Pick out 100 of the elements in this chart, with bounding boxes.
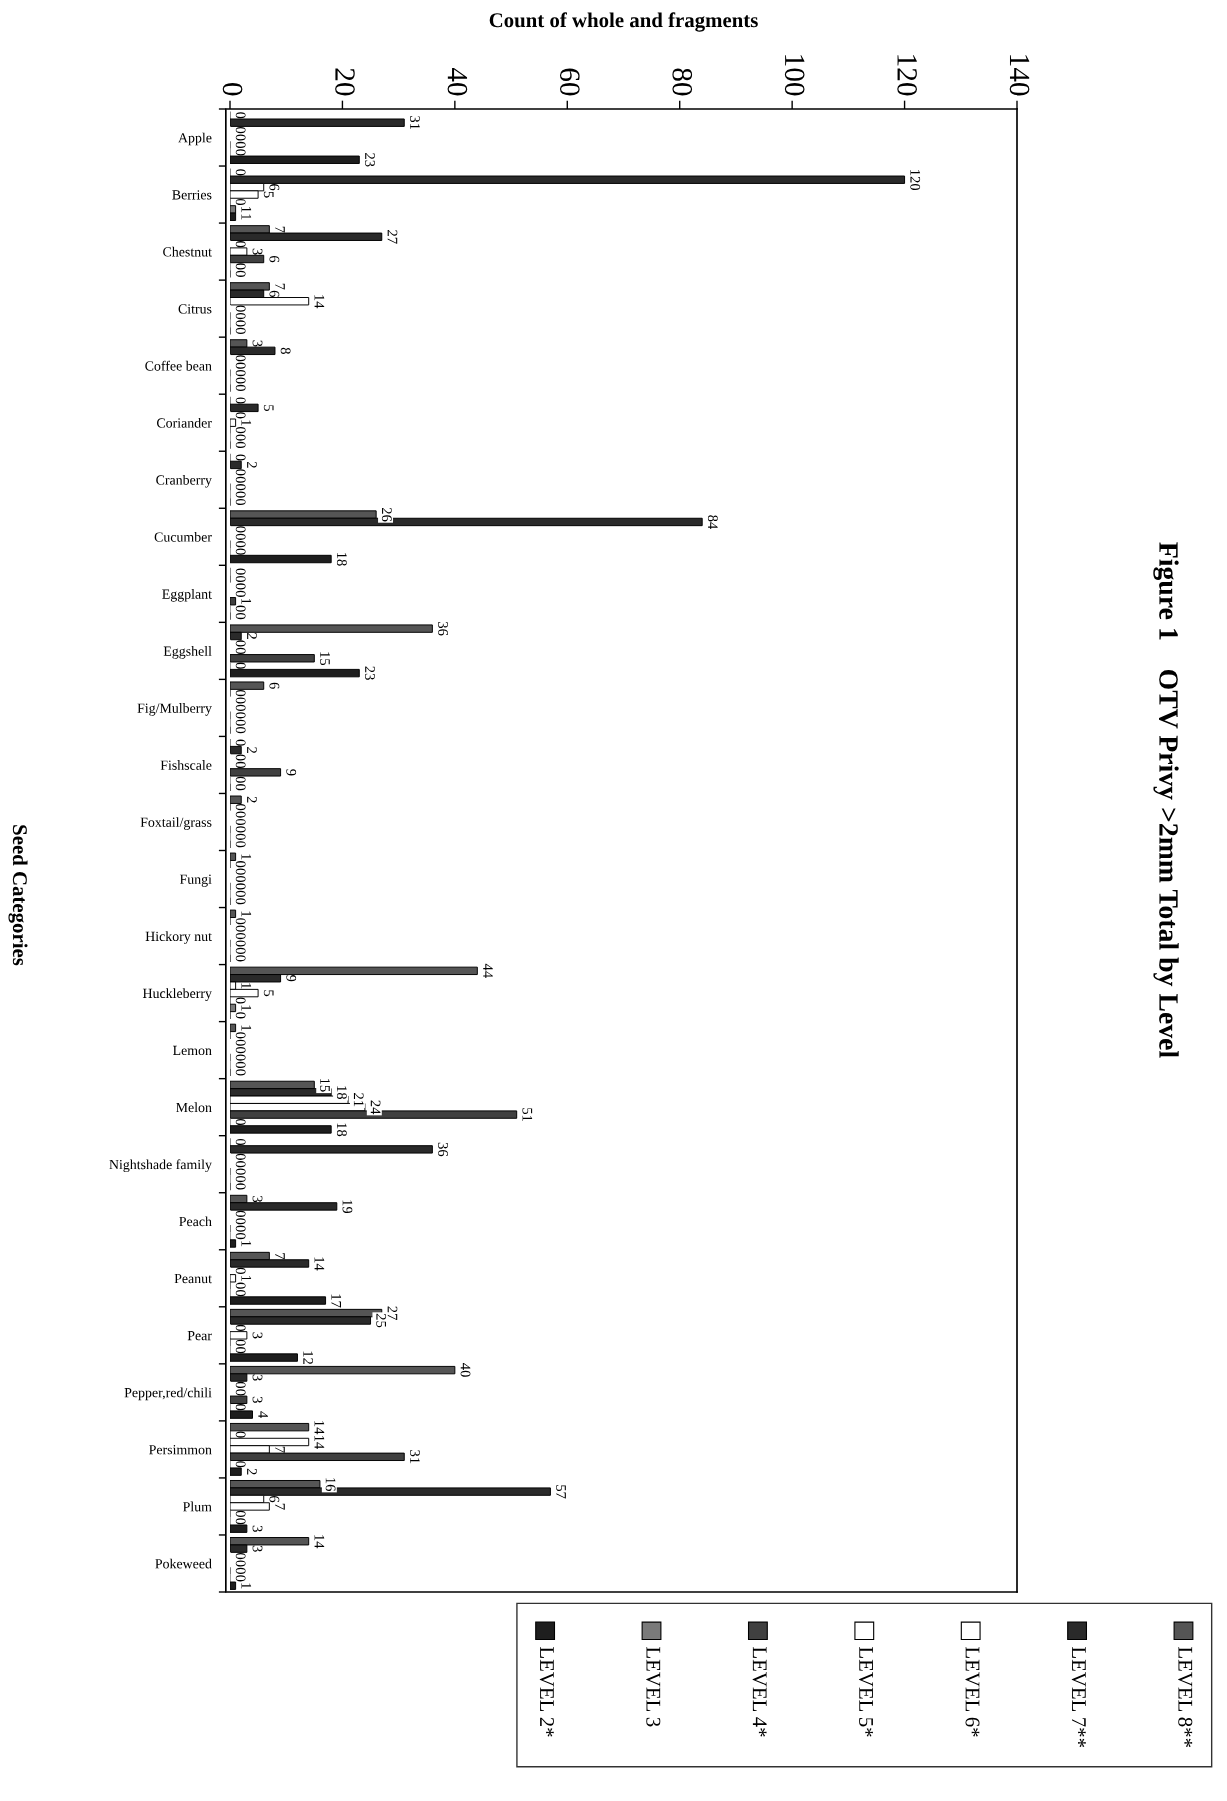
data-label: 19: [342, 1200, 353, 1214]
data-label: 7: [275, 1446, 285, 1453]
data-label: 26: [381, 507, 392, 522]
data-label: 0: [235, 1461, 246, 1468]
data-label: 0: [235, 1232, 246, 1240]
y-tick-label: Foxtail/grass: [140, 817, 212, 830]
data-label: 2: [247, 796, 257, 803]
data-label: 0: [235, 1575, 246, 1582]
data-label: 0: [235, 127, 246, 134]
data-label: 1: [241, 1025, 252, 1031]
data-label: 0: [235, 997, 246, 1004]
data-label: 0: [235, 198, 246, 206]
data-label: 0: [235, 647, 246, 654]
text: Figure 1 OTV Privy >2mm Total by Level: [1153, 542, 1179, 1058]
x-axis-title: Count of whole and fragments: [489, 12, 758, 32]
y-tick-label: Peach: [179, 1216, 212, 1227]
data-label: 14: [314, 295, 325, 309]
data-label: 2: [247, 461, 257, 468]
data-label: 0: [235, 441, 246, 449]
data-label: 0: [235, 533, 246, 540]
data-label: 57: [556, 1485, 566, 1499]
data-label: 0: [235, 1032, 246, 1039]
y-tick-label: Berries: [172, 190, 212, 200]
data-label: 44: [483, 963, 493, 978]
y-tick-label: Eggshell: [163, 646, 212, 659]
data-label: 0: [235, 754, 246, 761]
data-label: 0: [235, 940, 246, 947]
data-label: 0: [235, 263, 246, 270]
legend-label: LEVEL 8**: [1178, 1647, 1193, 1748]
data-label: 0: [235, 548, 246, 555]
data-label: 15: [320, 1078, 330, 1092]
data-label: 0: [235, 526, 246, 533]
data-label: 3: [252, 1196, 263, 1203]
data-label: 0: [235, 1168, 246, 1175]
data-label: 0: [235, 818, 246, 826]
data-label: 0: [235, 689, 246, 697]
data-label: 8: [280, 347, 291, 354]
x-tick-label: 100: [784, 55, 805, 96]
data-label: 1: [241, 1005, 252, 1011]
y-tick-label: Pokeweed: [155, 1558, 212, 1569]
data-label: 0: [235, 1282, 246, 1289]
y-tick-label: Lemon: [173, 1045, 212, 1056]
data-label: 12: [303, 1351, 313, 1365]
data-label: 0: [235, 1210, 246, 1217]
data-label: 0: [235, 761, 246, 769]
data-label: 0: [235, 1161, 246, 1168]
y-tick-label: Fig/Mulberry: [137, 703, 212, 716]
y-tick-label: Huckleberry: [142, 988, 212, 1001]
data-label: 0: [235, 384, 246, 392]
data-label: 1: [241, 983, 252, 989]
data-label: 0: [235, 377, 246, 384]
y-axis-title: Seed Categories: [8, 825, 28, 966]
data-label: 18: [336, 553, 347, 566]
data-label: 0: [235, 434, 246, 441]
data-label: 5: [263, 191, 274, 198]
x-tick-label: 140: [1009, 55, 1030, 96]
data-label: 0: [235, 1138, 246, 1146]
data-label: 0: [235, 776, 246, 783]
data-label: 5: [263, 990, 274, 997]
data-label: 0: [235, 112, 246, 119]
data-label: 7: [275, 1253, 285, 1260]
data-label: 0: [235, 454, 246, 461]
data-label: 0: [235, 312, 246, 320]
data-label: 17: [331, 1294, 342, 1308]
legend-label: LEVEL 6*: [965, 1647, 980, 1737]
data-label: 0: [235, 327, 246, 334]
data-label: 0: [235, 427, 246, 434]
data-label: 3: [252, 340, 263, 347]
data-label: 0: [235, 568, 246, 575]
data-label: 0: [235, 355, 246, 362]
data-label: 0: [235, 833, 246, 840]
y-tick-label: Peanut: [174, 1274, 212, 1284]
data-label: 0: [235, 841, 246, 848]
data-label: 1: [241, 207, 252, 213]
data-label: 0: [235, 575, 246, 583]
legend-label: LEVEL 7**: [1071, 1647, 1086, 1748]
data-label: 2: [247, 633, 257, 639]
data-label: 0: [235, 1054, 246, 1061]
data-label: 0: [235, 719, 246, 726]
y-tick-label: Cucumber: [154, 531, 212, 542]
data-label: 0: [235, 270, 246, 277]
data-label: 0: [235, 590, 246, 597]
y-tick-label: Pepper,red/chili: [124, 1387, 212, 1401]
data-label: 0: [235, 890, 246, 897]
y-tick-label: Eggplant: [162, 589, 212, 602]
data-label: 0: [235, 883, 246, 890]
data-label: 0: [235, 1218, 246, 1225]
data-label: 14: [314, 1421, 325, 1435]
data-label: 0: [235, 932, 246, 940]
data-label: 0: [235, 491, 246, 498]
data-label: 0: [235, 1431, 246, 1438]
x-tick-label: 0: [222, 83, 243, 96]
y-tick-label: Persimmon: [149, 1445, 212, 1455]
data-label: 36: [438, 1142, 448, 1157]
data-label: 3: [252, 248, 263, 255]
data-label: 0: [235, 826, 246, 833]
data-label: 0: [235, 1518, 246, 1525]
data-label: 0: [235, 1381, 246, 1389]
data-label: 16: [325, 1478, 336, 1492]
data-label: 27: [387, 1306, 398, 1320]
